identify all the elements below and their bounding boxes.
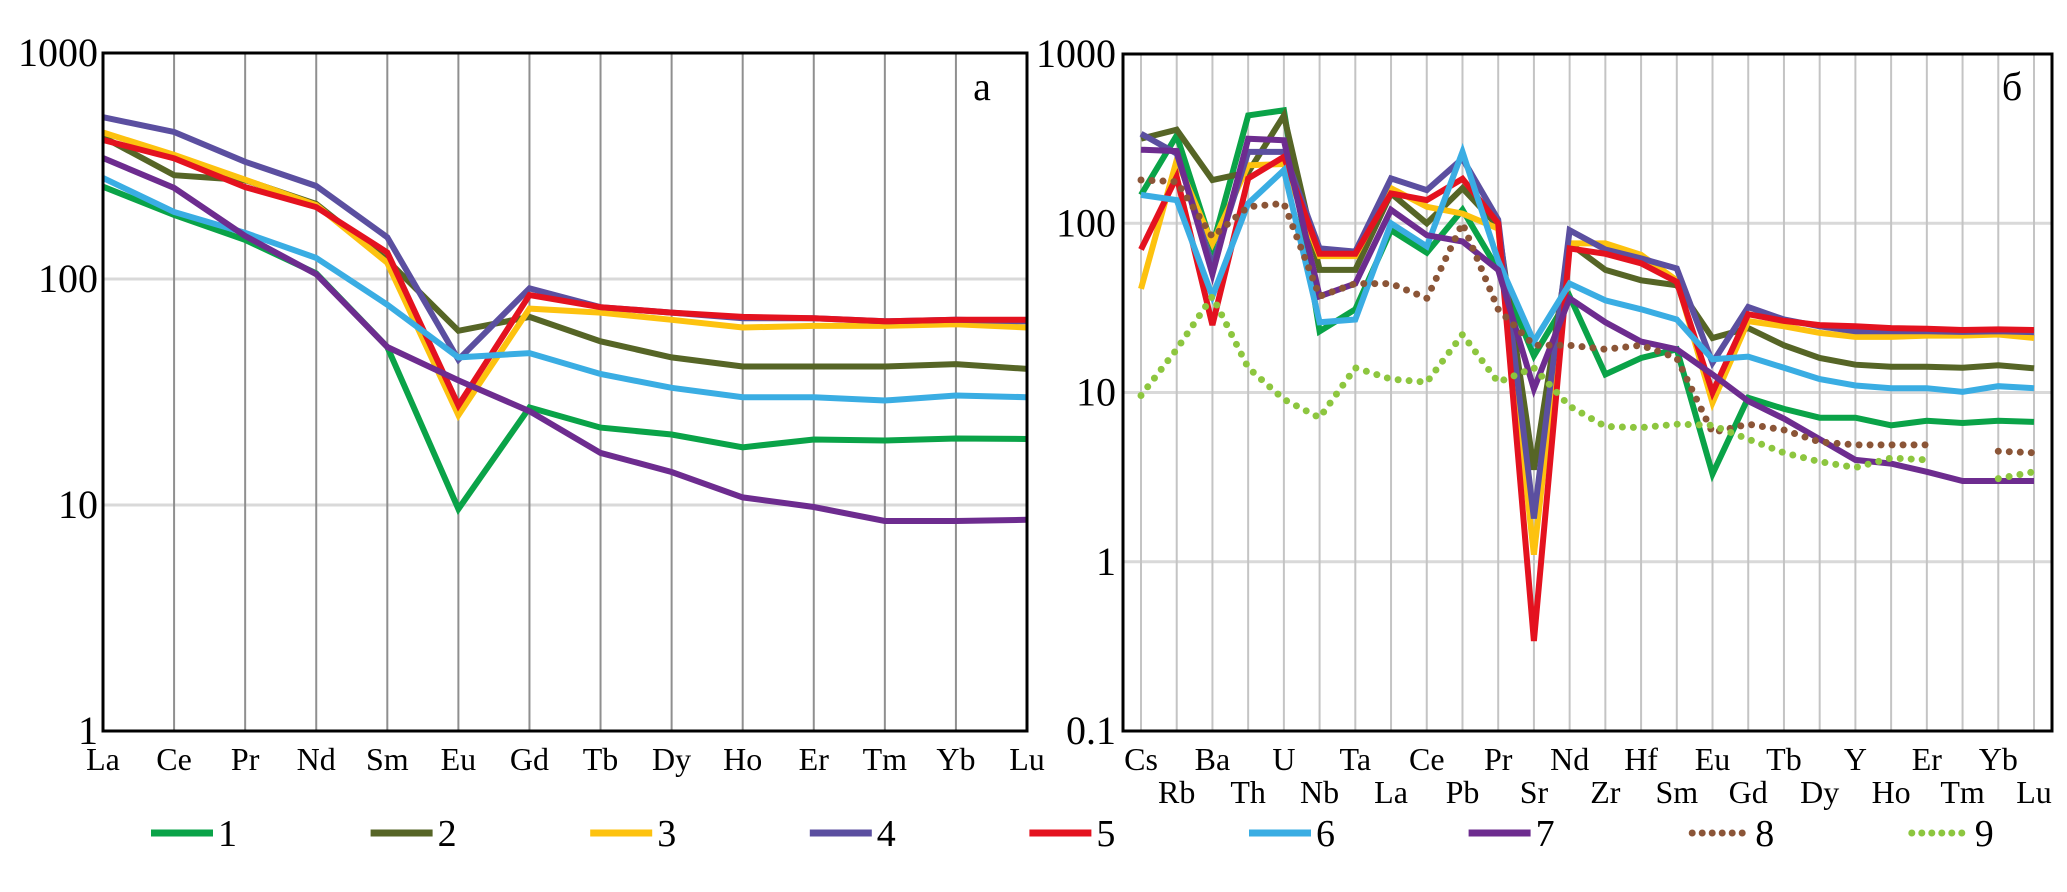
x-tick-label: Y xyxy=(1844,741,1867,777)
legend-item-4: 4 xyxy=(809,813,896,855)
y-tick-label: 10 xyxy=(1076,370,1116,415)
legend-label: 2 xyxy=(438,813,457,855)
series-2 xyxy=(101,134,1028,372)
y-tick-label: 1 xyxy=(1096,539,1116,584)
x-tick-label: Pr xyxy=(231,741,260,777)
x-tick-label: Ho xyxy=(723,741,762,777)
x-tick-label: Zr xyxy=(1590,774,1621,810)
x-tick-label: U xyxy=(1272,741,1295,777)
x-tick-label: Sm xyxy=(1655,774,1698,810)
legend-item-5: 5 xyxy=(1029,813,1115,855)
series-9 xyxy=(1137,289,2038,483)
series-line-3 xyxy=(102,129,1028,422)
series-line-7 xyxy=(1140,135,2034,484)
x-tick-label: Dy xyxy=(652,741,691,777)
x-tick-label: Rb xyxy=(1158,774,1195,810)
x-tick-label: Ho xyxy=(1872,774,1911,810)
x-tick-label: Cs xyxy=(1124,741,1158,777)
series-line-2 xyxy=(1140,107,2035,471)
series-3 xyxy=(1138,151,2035,556)
legend-label: 7 xyxy=(1536,813,1555,855)
x-tick-label: Pb xyxy=(1446,774,1480,810)
x-tick-label: Yb xyxy=(1979,741,2018,777)
legend-label: 8 xyxy=(1755,813,1774,855)
series-7 xyxy=(1140,135,2035,484)
y-tick-label: 100 xyxy=(38,256,98,301)
x-tick-label: Eu xyxy=(1695,741,1731,777)
y-tick-label: 100 xyxy=(1056,200,1116,245)
series-line-9 xyxy=(1994,468,2038,483)
legend-item-7: 7 xyxy=(1468,813,1555,855)
legend-item-1: 1 xyxy=(151,813,237,855)
plot-frame xyxy=(1121,52,2054,733)
legend-label: 4 xyxy=(877,813,896,855)
x-tick-label: Tm xyxy=(1940,774,1985,810)
x-tick-label: Eu xyxy=(441,741,477,777)
legend-label: 9 xyxy=(1975,813,1994,855)
x-tick-label: Dy xyxy=(1800,774,1839,810)
x-tick-label: Ta xyxy=(1340,741,1372,777)
legend-item-8: 8 xyxy=(1688,813,1774,855)
series-line-2 xyxy=(101,134,1028,372)
x-tick-label: La xyxy=(86,741,120,777)
series-7 xyxy=(101,155,1028,524)
x-tick-label: Lu xyxy=(1009,741,1045,777)
panel-a-chart: 1 10 100 1000 La Ce Pr Nd Sm Eu Gd Tb Dy Ho Er Tm Yb Lu а xyxy=(18,30,1045,777)
series-line-7 xyxy=(101,155,1028,524)
series-line-8 xyxy=(1994,447,2038,457)
x-tick-label: Lu xyxy=(2016,774,2052,810)
series-line-5 xyxy=(102,137,1027,412)
x-tick-label: Nb xyxy=(1300,774,1339,810)
series-8 xyxy=(1137,176,2038,457)
y-tick-label: 1000 xyxy=(1036,31,1116,76)
legend-label: 6 xyxy=(1316,813,1335,855)
x-tick-label: Yb xyxy=(936,741,975,777)
series-line-6 xyxy=(1140,142,2035,395)
x-tick-label: Er xyxy=(799,741,830,777)
x-tick-label: Nd xyxy=(1550,741,1589,777)
y-tick-label: 0.1 xyxy=(1066,708,1116,753)
legend-label: 3 xyxy=(657,813,676,855)
x-tick-label: Th xyxy=(1230,774,1266,810)
legend: 1 2 3 4 5 6 7 8 9 xyxy=(151,813,1994,855)
series-3 xyxy=(102,129,1028,422)
series-5 xyxy=(1138,152,2035,642)
x-tick-label: Nd xyxy=(297,741,336,777)
x-tick-label: Sr xyxy=(1520,774,1549,810)
legend-label: 1 xyxy=(218,813,237,855)
x-tick-label: Pr xyxy=(1484,741,1513,777)
panel-b-chart: 0.1 1 10 100 1000 CsRbBaThUNbTaLaCePbPrSrNdZr… xyxy=(1036,31,2054,810)
x-tick-label: Gd xyxy=(510,741,549,777)
legend-item-3: 3 xyxy=(590,813,676,855)
x-tick-label: Ce xyxy=(1409,741,1445,777)
legend-item-2: 2 xyxy=(370,813,457,855)
legend-label: 5 xyxy=(1096,813,1115,855)
legend-item-9: 9 xyxy=(1908,813,1994,855)
x-tick-label: Ce xyxy=(156,741,192,777)
y-tick-label: 1000 xyxy=(18,30,98,75)
series-6 xyxy=(1140,142,2035,395)
panel-label: а xyxy=(973,64,991,109)
legend-item-6: 6 xyxy=(1249,813,1335,855)
plot-frame xyxy=(101,51,1029,733)
x-tick-label: Hf xyxy=(1624,741,1658,777)
x-tick-label: Tb xyxy=(1766,741,1802,777)
x-tick-label: Ba xyxy=(1195,741,1231,777)
y-tick-label: 10 xyxy=(58,482,98,527)
series-line-6 xyxy=(101,175,1028,404)
series-line-5 xyxy=(1138,152,2035,642)
x-tick-label: La xyxy=(1374,774,1408,810)
panel-label: б xyxy=(2002,64,2022,109)
y-tick-label: 1 xyxy=(78,708,98,753)
x-tick-label: Er xyxy=(1912,741,1943,777)
series-line-3 xyxy=(1138,151,2035,556)
series-line-8 xyxy=(1137,176,1931,449)
x-tick-label: Gd xyxy=(1729,774,1768,810)
x-tick-label: Tm xyxy=(863,741,908,777)
x-tick-label: Sm xyxy=(366,741,409,777)
x-tick-label: Tb xyxy=(583,741,619,777)
